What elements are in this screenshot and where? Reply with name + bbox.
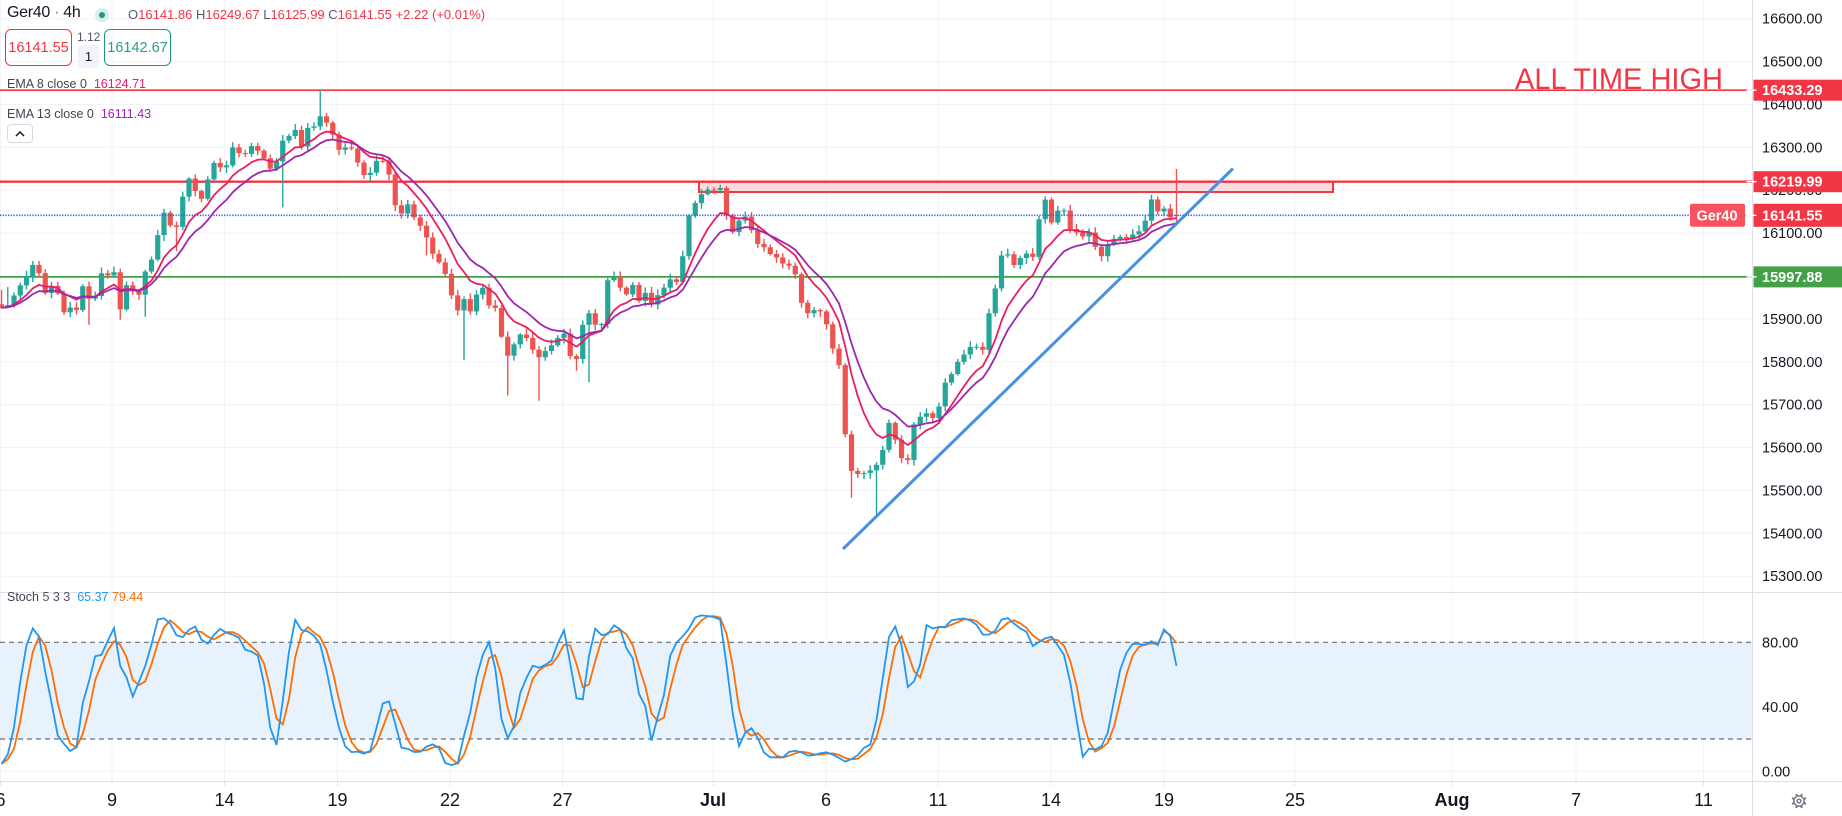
svg-text:19: 19 <box>327 790 347 810</box>
svg-text:22: 22 <box>440 790 460 810</box>
svg-text:16600.00: 16600.00 <box>1762 12 1822 28</box>
svg-text:15997.88: 15997.88 <box>1762 270 1822 286</box>
svg-text:16433.29: 16433.29 <box>1762 83 1822 99</box>
svg-text:Ger40: Ger40 <box>1696 208 1737 224</box>
svg-text:19: 19 <box>1154 790 1174 810</box>
svg-text:0.00: 0.00 <box>1762 764 1790 780</box>
svg-text:14: 14 <box>1041 790 1061 810</box>
svg-text:ALL TIME HIGH: ALL TIME HIGH <box>1515 63 1723 96</box>
svg-text:15700.00: 15700.00 <box>1762 398 1822 414</box>
svg-text:15900.00: 15900.00 <box>1762 312 1822 328</box>
svg-text:14: 14 <box>214 790 234 810</box>
svg-text:27: 27 <box>552 790 572 810</box>
svg-text:Jul: Jul <box>700 790 726 810</box>
svg-text:15800.00: 15800.00 <box>1762 355 1822 371</box>
svg-text:11: 11 <box>929 790 948 810</box>
svg-text:16500.00: 16500.00 <box>1762 55 1822 71</box>
svg-text:11: 11 <box>1694 790 1713 810</box>
svg-text:15300.00: 15300.00 <box>1762 569 1822 585</box>
svg-text:40.00: 40.00 <box>1762 700 1798 716</box>
svg-text:16300.00: 16300.00 <box>1762 140 1822 156</box>
svg-text:9: 9 <box>107 790 117 810</box>
svg-text:6: 6 <box>821 790 831 810</box>
svg-text:16141.55: 16141.55 <box>1762 208 1822 224</box>
svg-text:16100.00: 16100.00 <box>1762 226 1822 242</box>
svg-text:15400.00: 15400.00 <box>1762 526 1822 542</box>
svg-text:16400.00: 16400.00 <box>1762 98 1822 114</box>
svg-text:7: 7 <box>1571 790 1581 810</box>
svg-text:15600.00: 15600.00 <box>1762 441 1822 457</box>
svg-text:6: 6 <box>0 790 6 810</box>
svg-text:16219.99: 16219.99 <box>1762 175 1822 191</box>
svg-text:80.00: 80.00 <box>1762 635 1798 651</box>
svg-text:Aug: Aug <box>1435 790 1470 810</box>
svg-text:15500.00: 15500.00 <box>1762 483 1822 499</box>
svg-text:25: 25 <box>1285 790 1305 810</box>
